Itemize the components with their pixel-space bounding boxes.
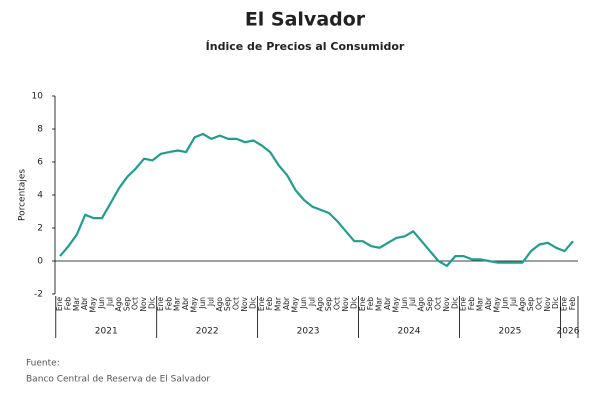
- x-tick-label: Ene: [560, 297, 569, 311]
- x-tick-label: Dic: [349, 297, 358, 309]
- x-tick-label: Feb: [568, 297, 577, 311]
- x-tick-label: Dic: [551, 297, 560, 309]
- x-tick-label: Jul: [105, 297, 114, 307]
- x-tick-label: Nov: [442, 296, 451, 311]
- x-tick-label: Oct: [232, 297, 241, 310]
- x-tick-label: Oct: [131, 297, 140, 310]
- x-tick-label: Ene: [358, 297, 367, 311]
- x-tick-label: Feb: [164, 297, 173, 311]
- source-label: Fuente:: [26, 359, 60, 369]
- year-label: 2021: [95, 327, 118, 337]
- y-axis-label: Porcentajes: [18, 169, 28, 221]
- x-tick-label: Ene: [459, 297, 468, 311]
- y-tick-label: 6: [37, 158, 43, 168]
- x-tick-label: May: [290, 296, 299, 312]
- x-tick-label: Jun: [97, 297, 106, 310]
- x-tick-label: Nov: [341, 296, 350, 311]
- x-tick-label: Mar: [274, 296, 283, 311]
- x-tick-label: May: [391, 296, 400, 312]
- x-tick-label: Oct: [333, 297, 342, 310]
- year-label: 2026: [557, 327, 580, 337]
- x-tick-label: Mar: [475, 296, 484, 311]
- x-tick-label: Oct: [433, 297, 442, 310]
- year-label: 2025: [498, 327, 521, 337]
- x-tick-label: Ago: [417, 297, 426, 312]
- y-tick-label: 8: [37, 125, 43, 135]
- y-tick-label: 10: [32, 92, 44, 102]
- x-tick-label: Ene: [156, 297, 165, 311]
- x-tick-label: Oct: [534, 297, 543, 310]
- x-tick-label: Ene: [257, 297, 266, 311]
- x-tick-label: Jun: [299, 297, 308, 310]
- x-tick-label: Mar: [173, 296, 182, 311]
- x-tick-label: Abr: [80, 296, 89, 310]
- x-tick-label: Mar: [72, 296, 81, 311]
- year-label: 2024: [398, 327, 421, 337]
- x-tick-label: Mar: [375, 296, 384, 311]
- y-tick-label: 0: [37, 257, 43, 267]
- x-tick-label: May: [190, 296, 199, 312]
- x-tick-label: Nov: [240, 296, 249, 311]
- x-tick-label: Jul: [509, 297, 518, 307]
- y-tick-label: 4: [37, 191, 43, 201]
- x-tick-label: Dic: [450, 297, 459, 309]
- chart-subtitle: Índice de Precios al Consumidor: [206, 40, 405, 53]
- x-tick-label: Sep: [324, 297, 333, 311]
- x-tick-label: May: [89, 296, 98, 312]
- x-tick-label: Ago: [114, 297, 123, 312]
- x-tick-label: Abr: [383, 296, 392, 310]
- x-tick-label: Nov: [139, 296, 148, 311]
- x-tick-label: Feb: [467, 297, 476, 311]
- x-tick-label: Jul: [206, 297, 215, 307]
- x-tick-label: Sep: [223, 297, 232, 311]
- x-tick-label: Sep: [425, 297, 434, 311]
- year-label: 2022: [196, 327, 219, 337]
- y-tick-label: -2: [34, 290, 43, 300]
- chart-title: El Salvador: [245, 9, 366, 31]
- x-tick-label: Jun: [198, 297, 207, 310]
- x-tick-label: Jun: [400, 297, 409, 310]
- x-tick-label: Ago: [518, 297, 527, 312]
- x-tick-label: Jul: [307, 297, 316, 307]
- x-tick-label: Abr: [282, 296, 291, 310]
- x-tick-label: Dic: [248, 297, 257, 309]
- year-label: 2023: [297, 327, 320, 337]
- x-tick-label: Sep: [122, 297, 131, 311]
- series-line: [59, 132, 574, 267]
- x-tick-label: Feb: [265, 297, 274, 311]
- x-tick-label: Nov: [543, 296, 552, 311]
- x-tick-label: Feb: [63, 297, 72, 311]
- x-tick-label: Abr: [484, 296, 493, 310]
- x-tick-label: Ago: [316, 297, 325, 312]
- x-tick-label: Jul: [408, 297, 417, 307]
- x-tick-label: Feb: [366, 297, 375, 311]
- source: Banco Central de Reserva de El Salvador: [26, 375, 210, 385]
- x-tick-label: Sep: [526, 297, 535, 311]
- x-tick-label: Dic: [148, 297, 157, 309]
- x-tick-label: Jun: [501, 297, 510, 310]
- y-tick-label: 2: [37, 224, 43, 234]
- x-tick-label: Ene: [55, 297, 64, 311]
- x-tick-label: Ago: [215, 297, 224, 312]
- x-tick-label: Abr: [181, 296, 190, 310]
- x-tick-label: May: [492, 296, 501, 312]
